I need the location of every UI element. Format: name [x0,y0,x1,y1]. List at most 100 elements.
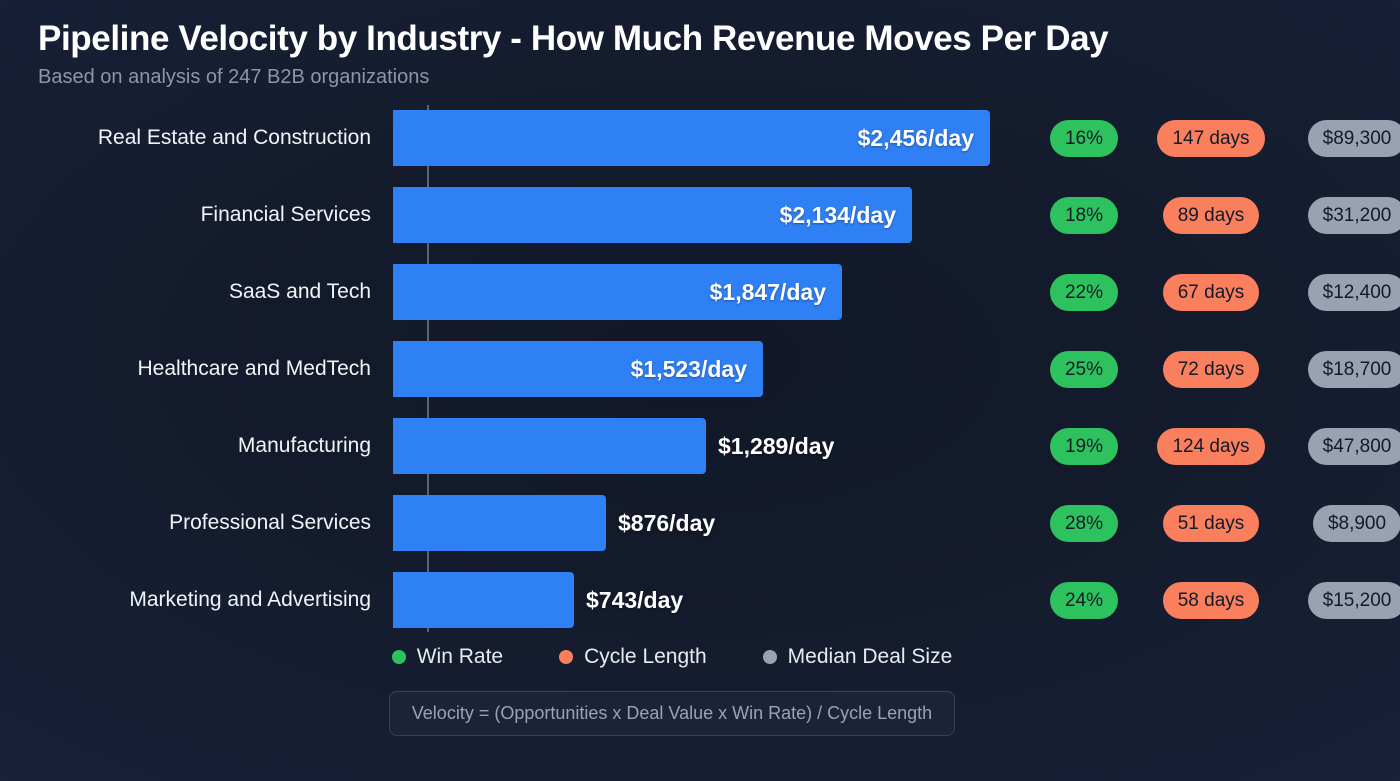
win-rate-badge[interactable]: 16% [1049,119,1119,157]
win-rate-badge-cell: 22% [1040,273,1128,311]
win-rate-badge[interactable]: 19% [1049,427,1119,465]
cycle-length-badge[interactable]: 58 days [1162,581,1260,619]
deal-size-badge-cell: $12,400 [1292,273,1400,311]
legend-item: Median Deal Size [762,645,953,669]
velocity-bar[interactable]: $1,523/day [393,341,763,398]
bar-row: Real Estate and Construction $2,456/day 16… [36,110,1400,167]
deal-size-badge-cell: $8,900 [1292,504,1400,542]
deal-size-badge[interactable]: $8,900 [1312,504,1400,542]
category-label: SaaS and Tech [228,280,371,304]
win-rate-badge-cell: 19% [1040,427,1128,465]
deal-size-badge-cell: $47,800 [1292,427,1400,465]
metric-badges: 24% 58 days $15,200 [1040,572,1400,628]
category-label: Marketing and Advertising [129,588,371,612]
category-label: Financial Services [200,203,371,227]
chart-header: Pipeline Velocity by Industry - How Much… [38,18,1348,89]
category-label: Real Estate and Construction [97,126,371,150]
deal-size-badge-cell: $15,200 [1292,581,1400,619]
bar-track: $1,847/day [391,264,1348,321]
cycle-length-badge-cell: 72 days [1150,350,1272,388]
metric-badges: 22% 67 days $12,400 [1040,264,1400,320]
bar-value-label: $743/day [586,586,684,613]
legend-item: Cycle Length [559,645,707,669]
velocity-bar[interactable]: $2,456/day [393,110,990,167]
legend-label: Win Rate [416,645,504,669]
metric-badges: 16% 147 days $89,300 [1040,110,1400,166]
win-rate-badge[interactable]: 25% [1049,350,1119,388]
chart-legend: Win Rate Cycle Length Median Deal Size [36,636,1348,678]
legend-dot-icon [559,650,574,665]
deal-size-badge[interactable]: $89,300 [1307,119,1400,157]
win-rate-badge-cell: 25% [1040,350,1128,388]
win-rate-badge[interactable]: 28% [1049,504,1119,542]
bar-track: $743/day [391,572,1348,629]
bar-value-label: $2,456/day [857,124,974,151]
bar-row: SaaS and Tech $1,847/day 22% 67 days $12,400 [36,264,1400,321]
bar-value-label: $1,523/day [630,355,747,382]
win-rate-badge-cell: 16% [1040,119,1128,157]
cycle-length-badge-cell: 58 days [1150,581,1272,619]
formula-note: Velocity = (Opportunities x Deal Value x… [388,691,956,737]
chart-subtitle: Based on analysis of 247 B2B organizatio… [38,66,430,89]
cycle-length-badge[interactable]: 67 days [1162,273,1260,311]
deal-size-badge-cell: $89,300 [1292,119,1400,157]
legend-dot-icon [762,650,777,665]
win-rate-badge[interactable]: 22% [1049,273,1119,311]
bar-value-label: $1,289/day [718,432,835,459]
legend-label: Median Deal Size [787,645,953,669]
page-title: Pipeline Velocity by Industry - How Much… [38,19,1109,58]
cycle-length-badge[interactable]: 51 days [1162,504,1260,542]
bar-row: Healthcare and MedTech $1,523/day 25% 72 da… [36,341,1400,398]
velocity-bar[interactable]: $1,847/day [393,264,842,321]
win-rate-badge[interactable]: 18% [1049,196,1119,234]
bar-track: $2,456/day [391,110,1348,167]
cycle-length-badge-cell: 51 days [1150,504,1272,542]
bar-row: Marketing and Advertising $743/day 24% 58 d… [36,572,1400,629]
velocity-bar[interactable] [393,418,706,475]
win-rate-badge-cell: 24% [1040,581,1128,619]
metric-badges: 19% 124 days $47,800 [1040,418,1400,474]
cycle-length-badge-cell: 67 days [1150,273,1272,311]
velocity-bar[interactable]: $2,134/day [393,187,912,244]
bar-track: $1,289/day [391,418,1348,475]
category-label: Manufacturing [237,434,371,458]
deal-size-badge-cell: $18,700 [1292,350,1400,388]
cycle-length-badge[interactable]: 124 days [1157,427,1265,465]
win-rate-badge-cell: 18% [1040,196,1128,234]
velocity-bar[interactable] [393,572,574,629]
deal-size-badge[interactable]: $31,200 [1307,196,1400,234]
category-label: Healthcare and MedTech [137,357,371,381]
bar-track: $876/day [391,495,1348,552]
cycle-length-badge-cell: 147 days [1150,119,1272,157]
bar-value-label: $2,134/day [779,201,896,228]
deal-size-badge[interactable]: $47,800 [1307,427,1400,465]
chart-footer: Velocity = (Opportunities x Deal Value x… [36,691,1348,737]
velocity-bar[interactable] [393,495,606,552]
bar-track: $1,523/day [391,341,1348,398]
deal-size-badge-cell: $31,200 [1292,196,1400,234]
deal-size-badge[interactable]: $18,700 [1307,350,1400,388]
category-label: Professional Services [169,511,371,535]
metric-badges: 28% 51 days $8,900 [1040,495,1400,551]
deal-size-badge[interactable]: $12,400 [1307,273,1400,311]
legend-dot-icon [391,650,406,665]
bar-row: Manufacturing $1,289/day 19% 124 days $47,80… [36,418,1400,475]
deal-size-badge[interactable]: $15,200 [1307,581,1400,619]
cycle-length-badge-cell: 124 days [1150,427,1272,465]
metric-badges: 18% 89 days $31,200 [1040,187,1400,243]
bar-value-label: $876/day [618,509,716,536]
bar-row: Professional Services $876/day 28% 51 days $… [36,495,1400,552]
bar-track: $2,134/day [391,187,1348,244]
bar-value-label: $1,847/day [709,278,826,305]
cycle-length-badge[interactable]: 72 days [1162,350,1260,388]
cycle-length-badge-cell: 89 days [1150,196,1272,234]
legend-item: Win Rate [391,645,504,669]
legend-label: Cycle Length [584,645,707,669]
cycle-length-badge[interactable]: 89 days [1162,196,1260,234]
win-rate-badge[interactable]: 24% [1049,581,1119,619]
win-rate-badge-cell: 28% [1040,504,1128,542]
metric-badges: 25% 72 days $18,700 [1040,341,1400,397]
bar-row: Financial Services $2,134/day 18% 89 days $3… [36,187,1400,244]
cycle-length-badge[interactable]: 147 days [1157,119,1265,157]
